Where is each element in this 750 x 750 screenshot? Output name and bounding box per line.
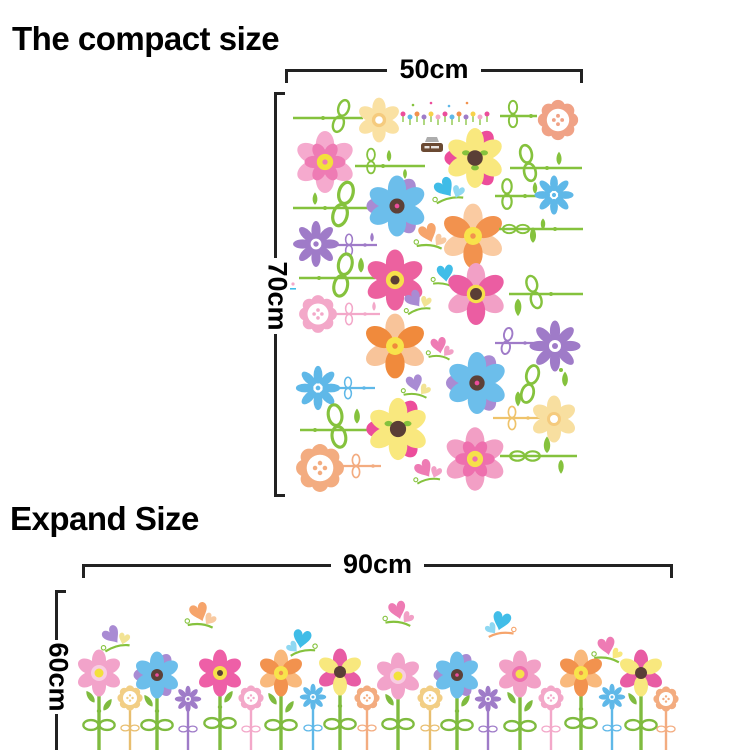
butterfly-sticker [591, 635, 624, 664]
flower-sticker [287, 357, 350, 420]
sticker-sheet [285, 88, 585, 498]
dimension-line [55, 590, 58, 640]
small-flower-on-stem [538, 685, 564, 750]
ribbon-stem [293, 179, 373, 229]
width-dimension-50cm: 50cm [285, 56, 583, 83]
ribbon-stem [342, 453, 381, 479]
small-flower-on-stem [294, 678, 332, 750]
butterfly-sticker [184, 600, 218, 629]
flower-sticker [437, 116, 518, 196]
flower-sticker [537, 99, 579, 141]
ribbon-stem [335, 376, 375, 400]
flower-sticker [296, 444, 344, 492]
compact-size-heading: The compact size [12, 20, 280, 57]
dimension-line [274, 92, 277, 258]
small-flower-on-stem [593, 678, 631, 750]
small-flower-on-stem [238, 685, 264, 750]
flower-sticker [299, 295, 337, 333]
dimension-endcap [82, 564, 85, 578]
dimension-endcap [580, 69, 583, 83]
ribbon-stem [499, 218, 583, 243]
dimension-endcap [670, 564, 673, 578]
dimension-line [274, 334, 277, 497]
flower-on-stem [127, 643, 189, 750]
flower-sticker [435, 191, 517, 277]
flower-on-stem [554, 641, 614, 750]
butterfly-sticker [483, 610, 517, 638]
expanded-flower-border [78, 599, 679, 750]
flower-on-stem [254, 641, 314, 750]
brand-stamp [421, 137, 443, 152]
butterfly-sticker [400, 373, 432, 399]
flower-on-stem [614, 641, 674, 750]
ribbon-stem [299, 251, 375, 299]
flower-sticker [357, 301, 439, 387]
flower-on-stem [427, 643, 489, 750]
flower-sticker [353, 89, 410, 148]
ribbon-stem [293, 97, 363, 135]
flower-sticker [285, 212, 348, 277]
small-flower-on-stem [354, 685, 380, 750]
flower-sticker [358, 385, 442, 468]
dimension-line [55, 714, 58, 750]
flower-sticker [527, 387, 585, 449]
butterfly-sticker [425, 336, 455, 361]
ribbon-stem [515, 362, 568, 407]
mini-flower-border [399, 101, 491, 126]
butterfly-sticker [382, 599, 416, 627]
ribbon-stem [493, 405, 540, 431]
flower-on-stem [313, 640, 373, 750]
ribbon-stem [509, 273, 583, 317]
dimension-line [480, 69, 580, 72]
registration-dots [290, 282, 296, 290]
ribbon-stem [335, 301, 380, 326]
small-flower-on-stem [653, 686, 679, 750]
ribbon-stem [355, 147, 425, 179]
dimension-endcap [274, 494, 285, 497]
flower-sticker [438, 415, 518, 498]
butterfly-sticker [412, 457, 443, 485]
flower-on-stem [193, 641, 253, 750]
small-flower-on-stem [117, 685, 143, 750]
flower-sticker [438, 340, 520, 422]
butterfly-sticker [285, 628, 318, 657]
height-label: 60cm [43, 642, 74, 712]
width-dimension-90cm: 90cm [82, 551, 673, 578]
ribbon-stem [500, 99, 537, 129]
butterfly-sticker [402, 288, 433, 316]
small-flower-on-stem [469, 680, 507, 750]
expand-size-heading: Expand Size [10, 500, 199, 537]
flower-sticker [289, 119, 368, 201]
flower-sticker [359, 238, 437, 319]
dimension-line [288, 69, 388, 72]
ribbon-stem [500, 436, 577, 474]
dimension-endcap [274, 92, 285, 95]
ribbon-stem [300, 402, 375, 450]
flower-on-stem [493, 642, 553, 750]
flower-sticker [359, 164, 440, 245]
flower-on-stem [78, 641, 131, 750]
dimension-line [424, 564, 670, 567]
small-flower-on-stem [417, 685, 443, 750]
flower-on-stem [371, 644, 431, 750]
butterfly-sticker [100, 623, 131, 653]
ribbon-stem [333, 232, 377, 257]
flower-sticker [526, 167, 581, 222]
ribbon-stem [495, 326, 537, 356]
flower-sticker [440, 251, 519, 333]
width-label: 90cm [342, 549, 413, 579]
width-label: 50cm [399, 54, 469, 84]
dimension-line [85, 564, 331, 567]
butterfly-sticker [432, 175, 466, 205]
small-flower-on-stem [169, 680, 207, 750]
flower-sticker [519, 310, 585, 382]
butterfly-sticker [413, 221, 448, 250]
ribbon-stem [510, 142, 582, 184]
dimension-endcap [55, 590, 66, 593]
dimension-endcap [285, 69, 288, 83]
